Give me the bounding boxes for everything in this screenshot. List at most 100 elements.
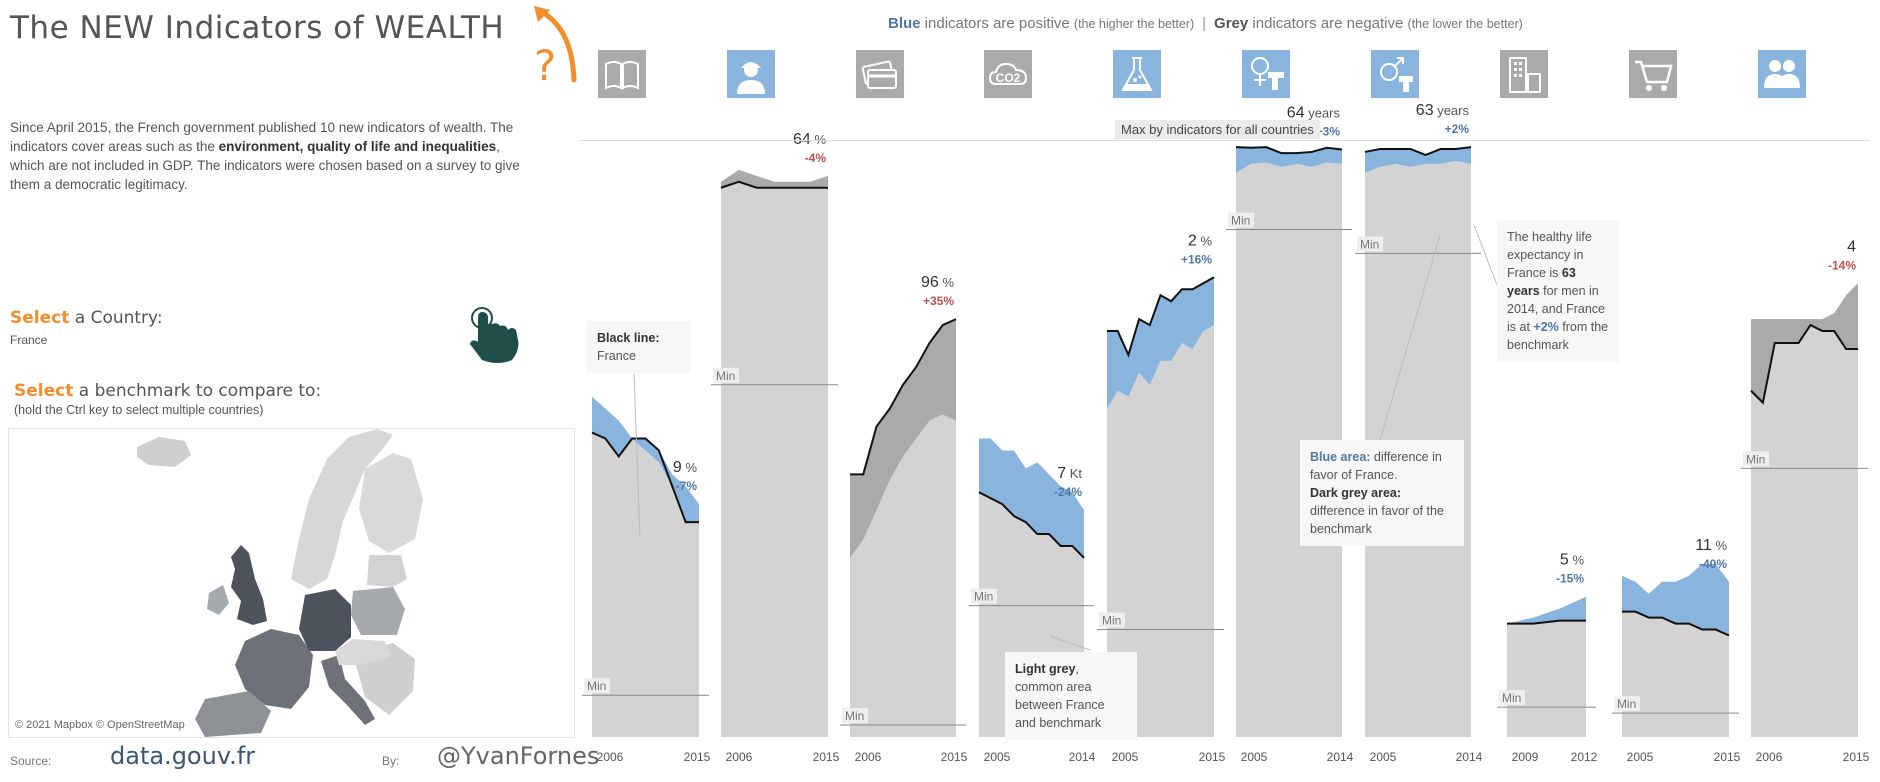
france-line [1107, 276, 1215, 358]
min-label-bg [1614, 696, 1640, 712]
min-label-bg [1228, 212, 1254, 228]
year-end-label: 2015 [1199, 750, 1226, 764]
common-area [1622, 611, 1729, 737]
map-finland[interactable] [359, 453, 423, 553]
healthy-leader [1473, 224, 1498, 286]
map-uk[interactable] [231, 545, 267, 625]
france-line [978, 491, 1085, 559]
hand-pointer-icon [470, 307, 519, 363]
year-start-label: 2005 [1241, 750, 1268, 764]
year-end-label: 2015 [684, 750, 711, 764]
tooltip-light-grey: Light grey, common area between France a… [1005, 652, 1137, 740]
year-start-label: 2009 [1512, 750, 1539, 764]
map-poland[interactable] [351, 587, 405, 635]
color-legend: Blue indicators are positive (the higher… [888, 15, 1523, 32]
map-scandinavia[interactable] [291, 429, 393, 589]
europe-map[interactable] [8, 428, 575, 738]
min-label: Min [1746, 452, 1765, 466]
black-line-leader [633, 373, 641, 539]
header-divider [580, 140, 1870, 141]
min-label: Min [1231, 214, 1250, 228]
common-area [1236, 162, 1342, 737]
map-ireland[interactable] [207, 585, 229, 615]
min-label: Min [1617, 697, 1636, 711]
year-start-label: 2005 [984, 750, 1011, 764]
difference-area [850, 319, 956, 558]
light-grey-leader [1049, 635, 1091, 651]
france-line [1622, 610, 1730, 637]
delta-label: -7% [676, 479, 698, 493]
delta-label: -14% [1828, 258, 1856, 272]
select-country-label: Select a Country: [10, 308, 163, 328]
value-label: 11 % [1695, 537, 1727, 554]
worker-icon[interactable] [727, 50, 775, 98]
year-start-label: 2006 [855, 750, 882, 764]
france-line [1364, 146, 1472, 156]
min-label-bg [1743, 451, 1769, 467]
intro-text: Since April 2015, the French government … [10, 120, 520, 192]
map-france[interactable] [235, 629, 313, 709]
author-link[interactable]: @YvanFornes [437, 742, 600, 770]
source-link[interactable]: data.gouv.fr [110, 742, 256, 770]
france-line [1750, 323, 1858, 405]
min-label: Min [716, 369, 735, 383]
country-dropdown[interactable]: France [10, 333, 48, 347]
tooltip-areas: Blue area: difference in favor of France… [1300, 440, 1464, 546]
year-start-label: 2005 [1627, 750, 1654, 764]
min-label: Min [1502, 691, 1521, 705]
min-label-bg [713, 367, 739, 383]
female-health-icon[interactable] [1242, 50, 1290, 98]
book-icon[interactable] [598, 50, 646, 98]
delta-label: -4% [805, 151, 827, 165]
year-end-label: 2015 [941, 750, 968, 764]
min-label: Min [587, 679, 606, 693]
value-label: 5 % [1560, 552, 1585, 569]
delta-label: +2% [1445, 122, 1470, 136]
year-end-label: 2014 [1327, 750, 1354, 764]
people-icon[interactable] [1758, 50, 1806, 98]
year-start-label: 2006 [597, 750, 624, 764]
flask-icon[interactable] [1113, 50, 1161, 98]
difference-area [1365, 147, 1471, 173]
common-area [592, 432, 699, 737]
credit-card-icon[interactable] [856, 50, 904, 98]
year-start-label: 2005 [1112, 750, 1139, 764]
co2-icon[interactable]: CO2 [984, 50, 1032, 98]
value-label: 7 Kt [1057, 465, 1082, 482]
male-health-icon[interactable] [1371, 50, 1419, 98]
france-line [591, 431, 699, 524]
year-start-label: 2005 [1370, 750, 1397, 764]
svg-text:?: ? [534, 41, 556, 88]
france-line [850, 318, 957, 476]
delta-label: +3% [1316, 125, 1341, 139]
legend-blue-word: Blue [888, 15, 921, 32]
map-spain[interactable] [195, 691, 271, 737]
tooltip-healthy-life: The healthy life expectancy in France is… [1497, 220, 1619, 362]
map-central-europe[interactable] [335, 639, 391, 665]
map-iceland[interactable] [137, 437, 191, 467]
areas-leader [1379, 234, 1441, 441]
common-area [721, 181, 828, 738]
min-label-bg [584, 678, 610, 694]
map-germany[interactable] [299, 589, 351, 651]
min-label: Min [1102, 614, 1121, 628]
map-baltics[interactable] [367, 555, 407, 587]
min-label-bg [971, 588, 997, 604]
common-area [1107, 325, 1214, 737]
year-end-label: 2012 [1571, 750, 1598, 764]
max-indicator-label[interactable]: Max by indicators for all countries [1115, 120, 1320, 139]
delta-label: -40% [1699, 557, 1727, 571]
value-label: 2 % [1188, 232, 1213, 249]
cart-icon[interactable] [1629, 50, 1677, 98]
help-question-icon[interactable]: ? [528, 4, 580, 88]
min-label-bg [1099, 612, 1125, 628]
difference-area [1751, 283, 1858, 403]
delta-label: -24% [1054, 485, 1082, 499]
buildings-icon[interactable] [1500, 50, 1548, 98]
source-label: Source: [10, 754, 52, 768]
min-label: Min [1360, 237, 1379, 251]
year-end-label: 2014 [1456, 750, 1483, 764]
map-italy[interactable] [321, 655, 375, 725]
delta-label: +16% [1181, 252, 1212, 266]
